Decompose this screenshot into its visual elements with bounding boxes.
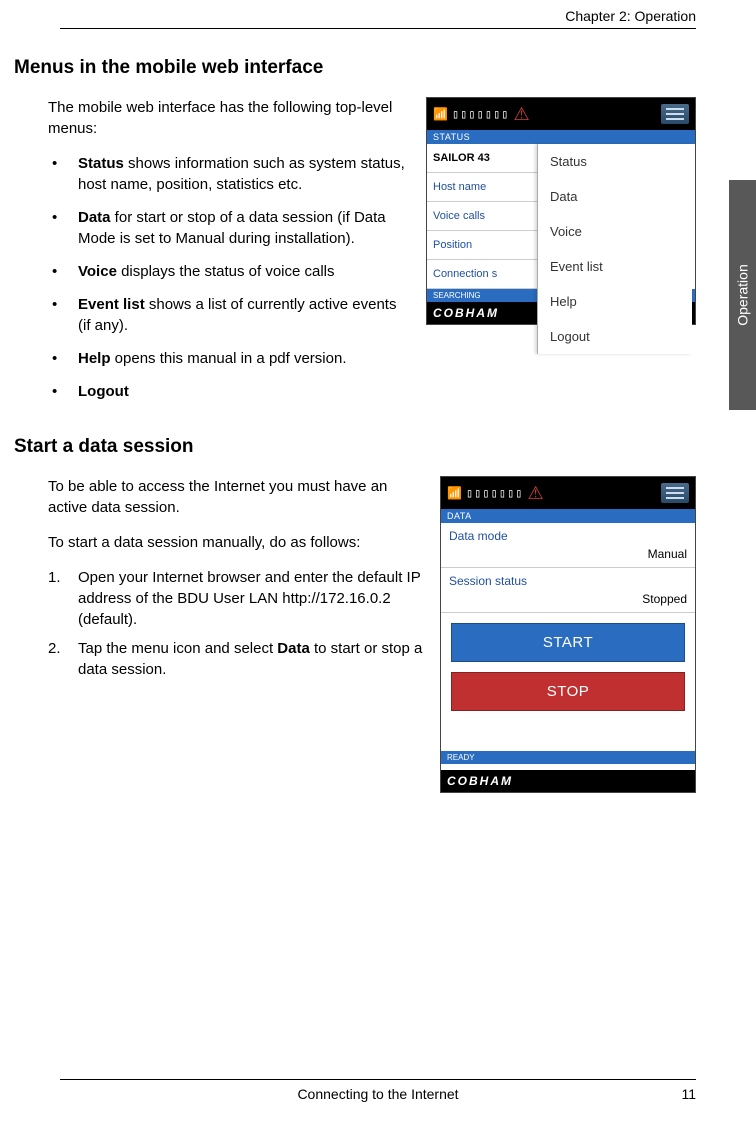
antenna-icon: 📶: [433, 107, 448, 121]
bullet-eventlist: Event list shows a list of currently act…: [48, 294, 410, 336]
menu-item-help[interactable]: Help: [538, 284, 692, 319]
ss2-section-label: DATA: [441, 509, 695, 523]
screenshot-data-session: 📶 ▯▯▯▯▯▯▯ ⚠ DATA Data mode Manual Sessio…: [440, 476, 696, 793]
bullet-term: Logout: [78, 383, 129, 400]
menu-item-voice[interactable]: Voice: [538, 214, 692, 249]
menu-item-eventlist[interactable]: Event list: [538, 249, 692, 284]
ss2-bottom-label: READY: [441, 751, 695, 764]
ss1-row-connection: Connection s: [427, 260, 547, 289]
ss1-body: SAILOR 43 Host name Voice calls Position…: [427, 144, 695, 289]
bullet-term: Data: [78, 209, 111, 226]
bullet-rest: displays the status of voice calls: [117, 263, 335, 280]
footer-spacer: [60, 1086, 90, 1102]
bullet-rest: opens this manual in a pdf version.: [111, 350, 347, 367]
ss1-row-hostname: Host name: [427, 173, 547, 202]
bullet-status: Status shows information such as system …: [48, 153, 410, 195]
footer-section-title: Connecting to the Internet: [90, 1086, 666, 1102]
signal-bars: ▯▯▯▯▯▯▯: [466, 486, 524, 500]
bullet-term: Event list: [78, 296, 145, 313]
bullet-help: Help opens this manual in a pdf version.: [48, 348, 410, 369]
bullet-data: Data for start or stop of a data session…: [48, 207, 410, 249]
ss1-menu-dropdown: Status Data Voice Event list Help Logout: [537, 144, 692, 354]
ss2-brand-bar: COBHAM: [441, 770, 695, 792]
bullet-rest: for start or stop of a data session (if …: [78, 209, 386, 247]
data-session-p2: To start a data session manually, do as …: [48, 532, 424, 553]
bullet-term: Help: [78, 350, 111, 367]
ss2-row-datamode: Data mode Manual: [441, 523, 695, 568]
ss2-row-sessionstatus: Session status Stopped: [441, 568, 695, 613]
step-2: Tap the menu icon and select Data to sta…: [48, 638, 424, 680]
data-session-p1: To be able to access the Internet you mu…: [48, 476, 424, 518]
menu-item-status[interactable]: Status: [538, 144, 692, 179]
warning-icon: ⚠: [514, 104, 530, 125]
step-1: Open your Internet browser and enter the…: [48, 567, 424, 630]
ss1-row-sailor: SAILOR 43: [427, 144, 547, 173]
ss1-row-voicecalls: Voice calls: [427, 202, 547, 231]
hamburger-menu-icon[interactable]: [661, 483, 689, 503]
bullet-term: Status: [78, 155, 124, 172]
menu-bullet-list: Status shows information such as system …: [48, 153, 410, 402]
ss1-left-panel: SAILOR 43 Host name Voice calls Position…: [427, 144, 547, 289]
ss2-row-value: Stopped: [449, 592, 687, 606]
bullet-voice: Voice displays the status of voice calls: [48, 261, 410, 282]
hamburger-menu-icon[interactable]: [661, 104, 689, 124]
intro-text: The mobile web interface has the followi…: [48, 97, 410, 139]
ss1-row-position: Position: [427, 231, 547, 260]
ss2-body: Data mode Manual Session status Stopped …: [441, 523, 695, 770]
ss2-row-value: Manual: [449, 547, 687, 561]
ss1-section-label: STATUS: [427, 130, 695, 144]
bullet-logout: Logout: [48, 381, 410, 402]
bullet-rest: shows information such as system status,…: [78, 155, 405, 193]
step-text-before: Tap the menu icon and select: [78, 640, 277, 657]
header-rule: [60, 28, 696, 29]
menu-item-data[interactable]: Data: [538, 179, 692, 214]
heading-data-session: Start a data session: [14, 436, 696, 458]
ss2-row-label: Session status: [449, 574, 687, 588]
page-number: 11: [666, 1086, 696, 1102]
screenshot-menu: 📶 ▯▯▯▯▯▯▯ ⚠ STATUS SAILOR 43 Host name V…: [426, 97, 696, 325]
ss2-row-label: Data mode: [449, 529, 687, 543]
start-button[interactable]: START: [451, 623, 685, 662]
step-text: Open your Internet browser and enter the…: [78, 569, 420, 628]
step-bold: Data: [277, 640, 310, 657]
antenna-icon: 📶: [447, 486, 462, 500]
ss1-statusbar: 📶 ▯▯▯▯▯▯▯ ⚠: [427, 98, 695, 130]
stop-button[interactable]: STOP: [451, 672, 685, 711]
warning-icon: ⚠: [528, 483, 544, 504]
ss2-statusbar: 📶 ▯▯▯▯▯▯▯ ⚠: [441, 477, 695, 509]
bullet-term: Voice: [78, 263, 117, 280]
chapter-header: Chapter 2: Operation: [60, 8, 696, 28]
menu-item-logout[interactable]: Logout: [538, 319, 692, 354]
signal-bars: ▯▯▯▯▯▯▯: [452, 107, 510, 121]
heading-menus: Menus in the mobile web interface: [14, 57, 696, 79]
steps-list: Open your Internet browser and enter the…: [48, 567, 424, 680]
footer-rule: [60, 1079, 696, 1080]
